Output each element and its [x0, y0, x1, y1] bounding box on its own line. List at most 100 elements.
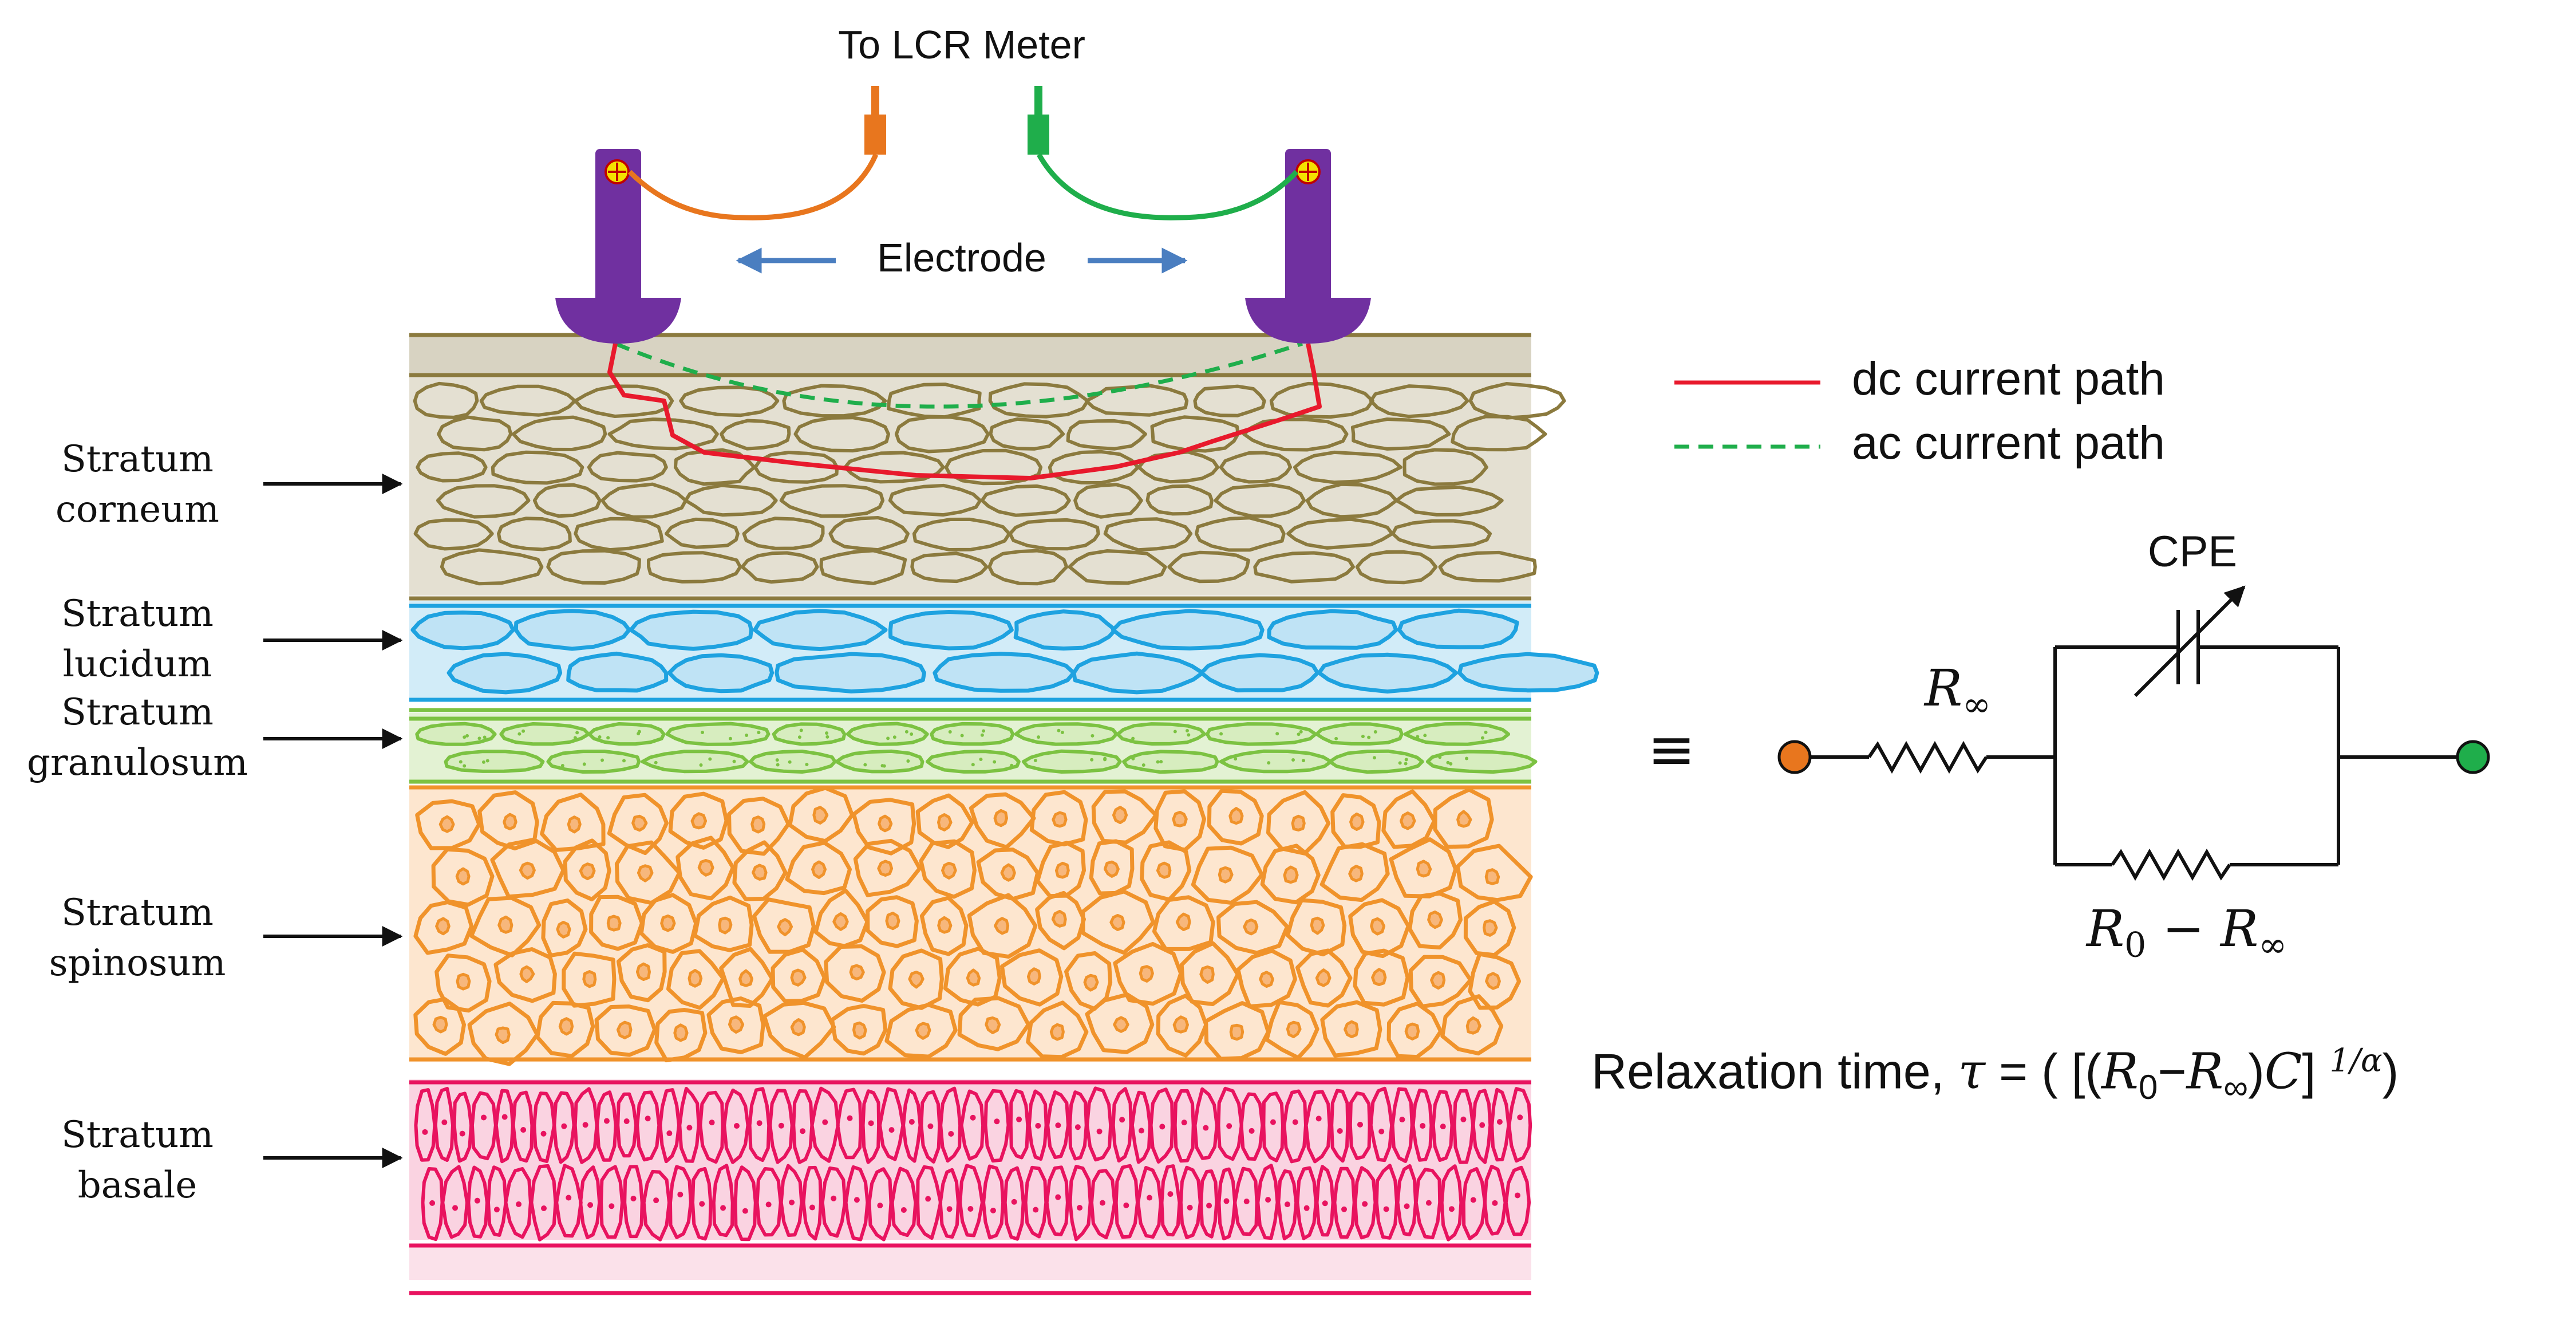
corneum-cell	[511, 415, 607, 451]
spinosum-nucleus	[495, 1026, 511, 1045]
granulosum-cell	[846, 722, 929, 746]
basale-nucleus	[1119, 1117, 1125, 1123]
basale-cell	[616, 1092, 638, 1158]
spinosum-cell	[888, 948, 944, 1010]
spinosum-nucleus	[1139, 965, 1154, 983]
basale-nucleus	[1303, 1205, 1310, 1211]
basale-cell	[414, 1088, 437, 1162]
basale-nucleus	[1055, 1194, 1061, 1200]
basale-nucleus	[1383, 1206, 1389, 1212]
right-lead-connector	[1028, 86, 1049, 155]
basale-nucleus	[1181, 1120, 1187, 1126]
basale-cell	[916, 1165, 943, 1240]
spinosum-nucleus	[811, 860, 827, 879]
spinosum-nucleus	[993, 809, 1008, 827]
spinosum-cell	[1381, 789, 1437, 849]
corneum-cell	[1394, 485, 1504, 517]
corneum-cell	[491, 450, 584, 485]
basale-cell	[433, 1086, 455, 1162]
spinosum-cell	[1179, 941, 1240, 1006]
spinosum-cell	[884, 1003, 958, 1059]
basale-nucleus	[1055, 1122, 1061, 1129]
basale-cell	[919, 1090, 942, 1164]
spinosum-cell	[563, 838, 611, 901]
basale-cell	[494, 1089, 515, 1164]
spinosum-cell	[639, 893, 698, 954]
granule-dot	[1423, 734, 1427, 738]
corneum-cell	[1242, 417, 1349, 452]
basale-cell	[530, 1164, 558, 1242]
basale-nucleus	[1265, 1197, 1271, 1203]
granule-dot	[708, 757, 712, 761]
basale-nucleus	[927, 1123, 934, 1129]
spinosum-nucleus	[1103, 860, 1120, 878]
basale-bottom-band	[409, 1246, 1531, 1280]
spinosum-cell	[1433, 787, 1494, 849]
granule-dot	[1091, 734, 1095, 738]
spinosum-nucleus	[849, 964, 865, 981]
granule-dot	[1438, 755, 1442, 759]
granule-dot	[1033, 759, 1037, 763]
corneum-cell	[980, 484, 1071, 517]
basale-nucleus	[630, 1195, 637, 1201]
spinosum-nucleus	[637, 864, 654, 882]
basale-cell	[421, 1167, 444, 1242]
spinosum-nucleus	[579, 862, 596, 881]
spinosum-nucleus	[635, 962, 651, 982]
spinosum-cell	[434, 953, 492, 1013]
basale-cell	[982, 1164, 1005, 1240]
basale-nucleus	[1284, 1201, 1290, 1208]
basale-nucleus	[1448, 1206, 1455, 1212]
granule-dot	[1187, 733, 1191, 737]
spinosum-nucleus	[631, 814, 648, 832]
basale-nucleus	[540, 1130, 547, 1137]
basale-cell	[983, 1089, 1010, 1163]
basale-cell	[1090, 1169, 1117, 1240]
corneum-cell	[665, 517, 740, 549]
basale-nucleus	[1362, 1201, 1368, 1207]
granule-dot	[775, 758, 779, 762]
spinosum-cell	[666, 949, 725, 1010]
spinosum-cell	[967, 893, 1038, 959]
basale-cell	[698, 1090, 725, 1164]
lucidum-cell	[1072, 651, 1205, 695]
basale-nucleus	[609, 1203, 615, 1209]
basale-cell	[595, 1090, 618, 1162]
basale-cell	[691, 1166, 713, 1241]
label-stratum-spinosum: Stratum spinosum	[49, 892, 226, 984]
granule-dot	[1465, 756, 1469, 760]
granulosum-cell	[772, 722, 847, 746]
basale-cell	[1353, 1166, 1377, 1240]
basale-cell	[1315, 1165, 1335, 1237]
basale-cell	[1149, 1087, 1174, 1164]
corneum-cell	[912, 517, 1011, 551]
spinosum-nucleus	[1026, 967, 1041, 986]
spinosum-cell	[1029, 790, 1088, 846]
basale-nucleus	[1167, 1191, 1174, 1197]
spinosum-cell	[589, 894, 644, 951]
basale-nucleus	[1496, 1119, 1503, 1125]
granule-dot	[892, 735, 896, 739]
basale-nucleus	[481, 1114, 487, 1121]
spinosum-nucleus	[937, 813, 953, 831]
basale-cell	[844, 1165, 870, 1242]
basale-nucleus	[970, 1114, 976, 1121]
spinosum-nucleus	[1052, 811, 1068, 828]
r0-resistor-icon	[2111, 848, 2231, 881]
basale-nucleus	[888, 1127, 895, 1133]
spinosum-nucleus	[1000, 863, 1016, 882]
basale-nucleus	[1147, 1195, 1153, 1201]
granule-dot	[654, 760, 658, 764]
basale-nucleus	[1337, 1128, 1343, 1134]
granule-dot	[1141, 763, 1145, 767]
basale-nucleus	[948, 1130, 954, 1137]
spinosum-nucleus	[558, 1017, 574, 1036]
basale-cell	[623, 1165, 644, 1239]
spinosum-cell	[830, 1004, 888, 1056]
granulosum-cell	[1014, 722, 1119, 746]
corneum-cell	[793, 416, 890, 453]
granulosum-cell	[665, 722, 771, 746]
basale-nucleus	[854, 1197, 860, 1203]
basale-cell	[861, 1089, 881, 1164]
spinosum-cell	[1113, 941, 1183, 1006]
